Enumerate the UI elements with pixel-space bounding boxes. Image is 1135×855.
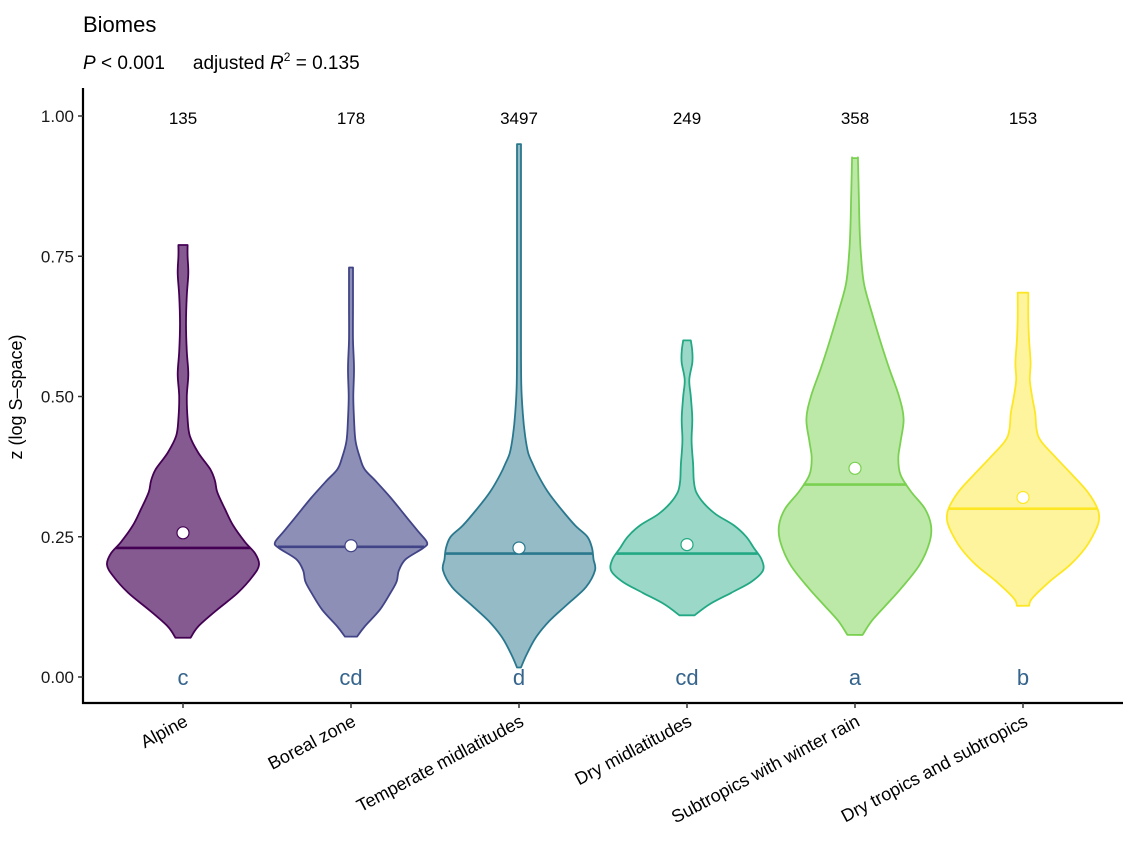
violin-body	[609, 339, 765, 617]
mean-point	[1016, 490, 1030, 505]
violin-body	[945, 291, 1101, 607]
violin-group: 135 c	[106, 109, 260, 690]
violin-body	[273, 266, 429, 638]
r2-symbol: R	[270, 53, 284, 74]
y-tick-label: 0.00	[41, 668, 74, 687]
y-axis-title: z (log S–space)	[6, 334, 26, 459]
violins: 135 c 178 cd 3497 d 249 cd 358 a 153 b	[106, 109, 1101, 690]
violin-group: 153 b	[945, 109, 1101, 690]
group-letter-label: b	[1017, 665, 1029, 690]
x-tick-label: Dry midlatitudes	[572, 711, 695, 789]
x-tick-label: Alpine	[137, 711, 191, 752]
chart-subtitle: P < 0.001 adjusted R2 = 0.135	[83, 50, 360, 74]
mean-point	[680, 538, 694, 552]
violin-group: 3497 d	[441, 109, 597, 690]
r2-value: = 0.135	[290, 53, 359, 74]
x-tick-label: Dry tropics and subtropics	[838, 711, 1031, 826]
violin-group: 178 cd	[273, 109, 429, 690]
x-tick-label: Boreal zone	[265, 711, 359, 774]
violin-body	[441, 143, 597, 669]
mean-point	[848, 461, 862, 475]
sample-count-label: 178	[337, 109, 365, 128]
violin-body	[777, 156, 933, 636]
violin-body	[106, 244, 260, 639]
group-letter-label: a	[849, 665, 862, 690]
group-letter-label: cd	[675, 665, 698, 690]
y-tick-label: 0.50	[41, 388, 74, 407]
p-symbol: P	[83, 53, 96, 74]
r2-prefix: adjusted	[193, 53, 270, 74]
r2-exponent: 2	[284, 50, 291, 64]
y-tick-label: 0.75	[41, 247, 74, 266]
y-tick-label: 0.25	[41, 528, 74, 547]
sample-count-label: 249	[673, 109, 701, 128]
mean-point	[176, 526, 190, 540]
sample-count-label: 153	[1009, 109, 1037, 128]
group-letter-label: c	[178, 665, 189, 690]
y-tick-label: 1.00	[41, 107, 74, 126]
chart-title: Biomes	[83, 12, 156, 37]
sample-count-label: 3497	[500, 109, 538, 128]
x-tick-label: Subtropics with winter rain	[668, 711, 863, 827]
mean-point	[512, 541, 526, 555]
y-axis: 0.00 0.25 0.50 0.75 1.00	[41, 88, 85, 704]
x-tick-label: Temperate midlatitudes	[353, 711, 527, 816]
violin-group: 249 cd	[609, 109, 765, 690]
mean-point	[344, 539, 358, 553]
group-letter-label: d	[513, 665, 525, 690]
sample-count-label: 135	[169, 109, 197, 128]
violin-group: 358 a	[777, 109, 933, 690]
sample-count-label: 358	[841, 109, 869, 128]
group-letter-label: cd	[339, 665, 362, 690]
p-value: < 0.001	[96, 53, 165, 74]
